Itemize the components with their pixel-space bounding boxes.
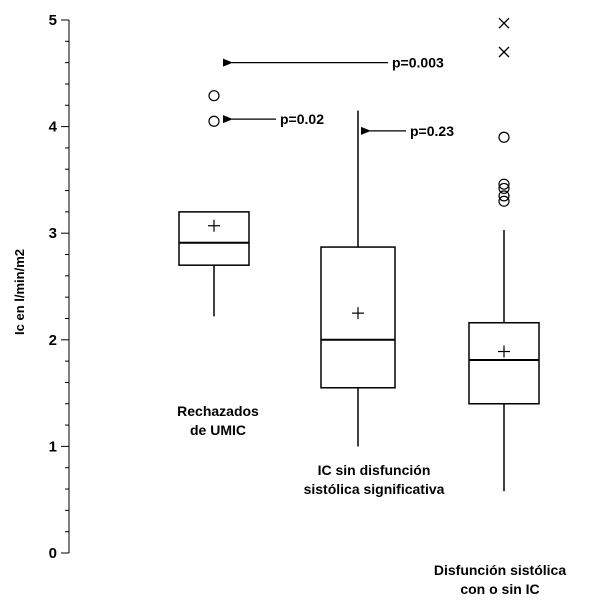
outlier-circle: [208, 115, 220, 127]
annotations: p=0.003 p=0.02 p=0.23: [223, 55, 454, 139]
group-label-line: con o sin IC: [460, 581, 539, 597]
box-group: Rechazados de UMIC: [177, 90, 259, 438]
box-group: IC sin disfunción sistólica significativa: [304, 110, 445, 497]
y-tick-label: 0: [49, 545, 57, 562]
y-tick-label: 5: [49, 12, 57, 29]
outlier-circle: [498, 182, 510, 195]
group-label: IC sin disfunción sistólica significativa: [304, 462, 445, 497]
boxes: Rechazados de UMIC IC sin disfunción sistól…: [177, 17, 566, 597]
iqr-box: [320, 246, 396, 389]
outlier-cross-b: [498, 46, 510, 58]
annotation-label: p=0.23: [410, 123, 454, 139]
outlier-circle: [498, 178, 510, 190]
outlier-circle: [498, 190, 510, 202]
y-tick-label: 3: [49, 225, 57, 242]
iqr-box: [468, 321, 540, 405]
group-label-line: Rechazados: [177, 403, 259, 419]
y-axis-label: Ic en l/min/m2: [12, 249, 27, 335]
y-tick-label: 2: [49, 332, 57, 349]
iqr-box: [178, 211, 250, 266]
box-group: Disfunción sistólica con o sin IC: [434, 17, 566, 597]
group-label-line: sistólica significativa: [304, 481, 445, 497]
y-tick-label: 1: [49, 438, 57, 455]
annotation-label: p=0.003: [392, 55, 444, 71]
outlier-circle: [498, 131, 510, 143]
outlier-circle: [208, 90, 220, 102]
group-label: Disfunción sistólica con o sin IC: [434, 562, 566, 597]
group-label-line: de UMIC: [190, 422, 246, 438]
annotation-label: p=0.02: [280, 111, 324, 127]
group-label-line: IC sin disfunción: [318, 462, 431, 478]
group-label: Rechazados de UMIC: [177, 403, 259, 438]
group-label-line: Disfunción sistólica: [434, 562, 566, 578]
outlier-circle: [498, 195, 510, 207]
y-axis: 0 1 2 3 4 5: [49, 12, 70, 562]
y-tick-label: 4: [49, 119, 58, 136]
outlier-cross-b: [498, 17, 510, 29]
